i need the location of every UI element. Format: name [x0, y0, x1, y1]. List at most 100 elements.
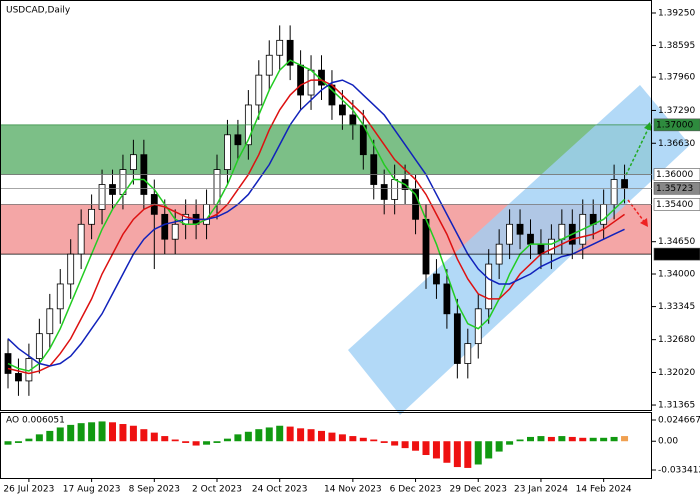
candle-body [370, 154, 378, 185]
x-tick-label: 2 Oct 2023 [192, 485, 242, 495]
x-tick-label: 14 Nov 2023 [324, 485, 382, 495]
ao-bar [568, 436, 576, 442]
ao-bar [600, 437, 608, 442]
ao-bar [453, 441, 461, 468]
candle-body [338, 104, 346, 116]
candle-body [276, 39, 284, 56]
ao-bar [579, 437, 587, 442]
ao-bar [318, 430, 325, 442]
candle-body [109, 184, 116, 195]
x-tick-label: 24 Oct 2023 [252, 485, 308, 495]
level-label-bg [653, 182, 700, 195]
y-tick-label: 1.31365 [658, 401, 695, 411]
candle-body [453, 313, 461, 364]
level-label: 1.36000 [656, 170, 693, 180]
ao-bar [129, 425, 137, 442]
ao-bar [265, 427, 273, 442]
candle-body [548, 238, 555, 255]
ao-bar [380, 441, 388, 443]
ao-bar [391, 441, 399, 446]
up-arrow-head [644, 122, 652, 131]
candle-body [610, 179, 618, 205]
x-tick-label: 8 Sep 2023 [129, 485, 180, 495]
level-label: 1.37000 [656, 120, 693, 130]
ao-bar [610, 436, 618, 442]
ao-bar [244, 431, 252, 442]
ao-bar [432, 441, 440, 459]
candle-body [129, 154, 137, 171]
ao-bar [527, 436, 534, 442]
down-arrow-head [640, 218, 648, 227]
main-frame [0, 0, 652, 411]
candle-body [464, 343, 472, 364]
moving-average [7, 59, 626, 372]
ao-bar [506, 441, 514, 445]
ao-bar [14, 441, 22, 443]
ao-bar [412, 441, 420, 451]
x-tick-label: 23 Jan 2024 [514, 485, 568, 495]
ao-tick-label: 0.00 [658, 437, 678, 447]
chart-title: USDCAD,Daily [6, 6, 71, 16]
ao-tick-label: -0.033412 [658, 466, 700, 476]
y-tick-label: 1.37290 [658, 106, 695, 116]
ao-bar [171, 439, 179, 442]
y-tick-label: 1.38595 [658, 41, 695, 51]
ao-bar [192, 441, 200, 446]
ao-bar [422, 441, 430, 456]
ao-bar [255, 429, 263, 442]
candle-body [391, 179, 399, 200]
ao-tick-label: 0.024667 [658, 416, 700, 426]
y-tick-label: 1.39250 [658, 8, 695, 18]
y-tick-label: 1.32020 [658, 368, 695, 378]
y-tick-label: 1.37960 [658, 73, 695, 83]
ao-bar [359, 437, 367, 442]
ao-bar [213, 441, 221, 443]
ao-bar [558, 436, 566, 442]
ao-bar [276, 425, 284, 442]
y-tick-label: 1.32680 [658, 335, 695, 345]
candle-body [506, 223, 514, 245]
zone [1, 124, 652, 175]
moving-average [7, 79, 625, 367]
ao-bar [328, 432, 336, 442]
candle-body [98, 184, 106, 210]
candle-body [307, 69, 315, 96]
candle-body [234, 134, 242, 146]
candle-body [255, 74, 263, 106]
ao-bar [297, 428, 305, 442]
candle-body [516, 223, 524, 235]
candle-body [422, 218, 430, 275]
ao-bar [150, 432, 158, 442]
candle-body [203, 204, 210, 225]
ao-bar [547, 436, 555, 442]
candle-body [621, 179, 628, 189]
level-label-bg [653, 198, 700, 211]
ao-frame [0, 412, 652, 479]
y-tick-label: 1.33345 [658, 302, 695, 312]
y-tick-label: 1.36630 [658, 139, 695, 149]
ao-bar [349, 436, 357, 442]
candle-body [35, 333, 43, 359]
candle-body [600, 204, 608, 225]
candle-body [67, 253, 75, 285]
ao-bar [56, 427, 64, 442]
ao-bar [464, 441, 472, 468]
candle-body [171, 223, 179, 240]
ao-bar [516, 439, 524, 442]
ao-bar [182, 441, 190, 443]
ao-bar [286, 426, 294, 442]
level-label-bg [653, 168, 700, 181]
level-label: 1.35400 [656, 200, 693, 210]
candle-body [286, 39, 294, 66]
ao-bar [35, 434, 43, 442]
candle-body [265, 54, 273, 76]
candle-body [443, 283, 451, 315]
ao-bar [485, 441, 493, 459]
x-tick-label: 14 Feb 2024 [576, 485, 632, 495]
ao-bar [307, 429, 315, 442]
ao-bar [537, 436, 545, 442]
ao-bar [203, 441, 211, 445]
ao-bar [443, 441, 451, 463]
ao-bar [621, 436, 629, 442]
